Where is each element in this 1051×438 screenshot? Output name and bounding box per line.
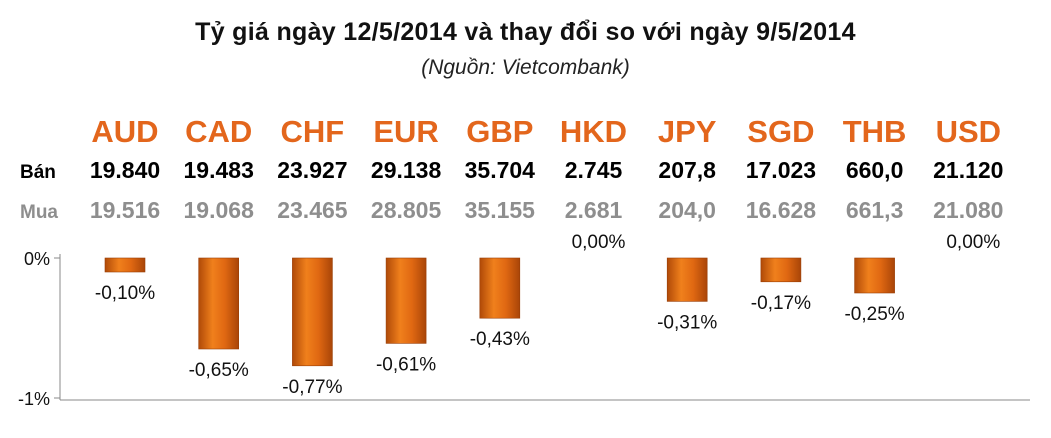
data-label: -0,61%	[376, 354, 436, 375]
row-label: Bán	[20, 162, 56, 183]
bar	[479, 257, 521, 319]
currency-label: THB	[843, 114, 907, 149]
data-label: -0,31%	[657, 312, 717, 333]
buy-rate: 19.068	[184, 197, 255, 223]
bar	[854, 257, 895, 294]
sell-rate: 21.120	[933, 157, 1003, 183]
row-label: Mua	[20, 202, 58, 223]
chart-subtitle: (Nguồn: Vietcombank)	[421, 56, 630, 79]
buy-rate: 35.155	[465, 197, 536, 223]
data-label: -0,10%	[95, 283, 155, 304]
sell-rate: 23.927	[277, 157, 347, 183]
y-tick-label: -1%	[18, 389, 50, 409]
buy-rate: 16.628	[746, 197, 817, 223]
bar	[760, 257, 802, 283]
bar	[292, 257, 333, 367]
sell-rate: 19.483	[184, 157, 254, 183]
bar	[666, 257, 708, 302]
currency-label: SGD	[747, 114, 814, 149]
buy-rate: 2.681	[565, 197, 623, 223]
data-label: -0,43%	[470, 329, 530, 350]
sell-rate: 35.704	[465, 157, 536, 183]
currency-label: CHF	[281, 114, 345, 149]
sell-rate: 660,0	[846, 157, 904, 183]
currency-label: GBP	[466, 114, 533, 149]
sell-rate: 17.023	[746, 157, 816, 183]
data-label: 0,00%	[572, 232, 626, 253]
currency-label: JPY	[658, 114, 717, 149]
chart-title: Tỷ giá ngày 12/5/2014 và thay đổi so với…	[195, 18, 856, 46]
sell-rate: 29.138	[371, 157, 442, 183]
y-tick-label: 0%	[24, 249, 50, 269]
data-label: 0,00%	[946, 232, 1000, 253]
buy-rate: 661,3	[846, 197, 904, 223]
currency-label: USD	[936, 114, 1001, 149]
data-label: -0,65%	[189, 360, 249, 381]
sell-rate: 2.745	[565, 157, 623, 183]
data-label: -0,25%	[844, 304, 904, 325]
buy-rate: 21.080	[933, 197, 1003, 223]
buy-rate: 19.516	[90, 197, 160, 223]
currency-label: EUR	[373, 114, 438, 149]
bar	[104, 257, 146, 273]
sell-rate: 19.840	[90, 157, 160, 183]
bar	[198, 257, 239, 350]
bar	[385, 257, 427, 344]
data-label: -0,17%	[751, 293, 811, 314]
sell-rate: 207,8	[658, 157, 716, 183]
buy-rate: 23.465	[277, 197, 348, 223]
buy-rate: 204,0	[658, 197, 716, 223]
currency-label: HKD	[560, 114, 627, 149]
data-label: -0,77%	[282, 377, 342, 398]
buy-rate: 28.805	[371, 197, 442, 223]
currency-label: CAD	[185, 114, 252, 149]
currency-label: AUD	[91, 114, 158, 149]
